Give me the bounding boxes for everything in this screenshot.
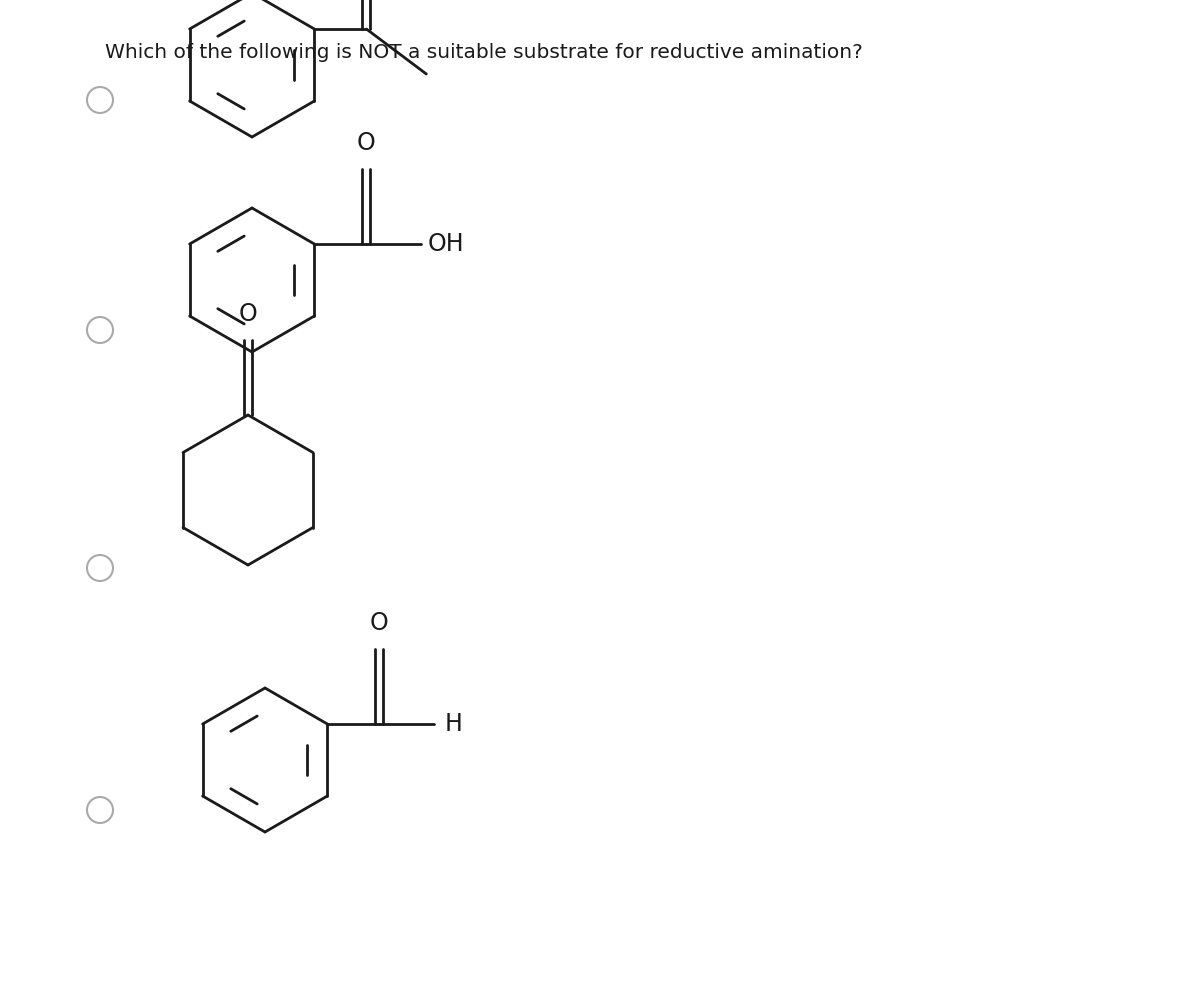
Text: O: O — [370, 611, 389, 635]
Text: O: O — [239, 302, 257, 326]
Text: OH: OH — [427, 232, 464, 256]
Text: O: O — [356, 131, 376, 155]
Text: Which of the following is NOT a suitable substrate for reductive amination?: Which of the following is NOT a suitable… — [106, 43, 863, 62]
Text: H: H — [444, 712, 462, 736]
